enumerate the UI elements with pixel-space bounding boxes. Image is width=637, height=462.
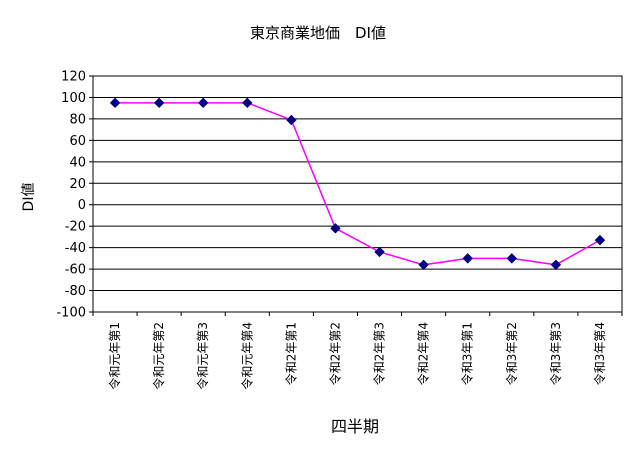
data-point [374, 246, 385, 258]
x-tick-label: 令和元年第1 [107, 322, 122, 390]
x-tick-label: 令和3年第3 [548, 322, 563, 385]
x-tick-label: 令和3年第2 [504, 322, 519, 385]
x-axis-label: 四半期 [331, 417, 379, 436]
data-point [286, 114, 297, 126]
data-point [594, 234, 606, 246]
y-tick-label: -20 [65, 220, 86, 235]
data-point [550, 259, 562, 271]
data-point [330, 223, 341, 234]
plot-area: 120 100 80 60 40 20 0 -20 -40 -60 -80 -100 令和元年第1 令和元… [56, 70, 623, 390]
y-tick-label: 120 [61, 70, 86, 85]
x-tick-label: 令和2年第1 [283, 322, 298, 385]
y-tick-label: -80 [65, 284, 86, 299]
y-tick-label: 80 [69, 112, 86, 127]
x-tick-label: 令和2年第4 [416, 322, 431, 385]
x-tick-label: 令和2年第3 [372, 322, 387, 385]
data-point [153, 97, 165, 109]
data-point [418, 259, 429, 271]
y-tick-label: -100 [56, 306, 86, 321]
y-tick-label: 100 [61, 91, 86, 106]
y-tick-label: 20 [69, 177, 86, 192]
x-tick-label: 令和元年第3 [195, 322, 210, 390]
chart-title: 東京商業地価 DI値 [250, 24, 386, 42]
x-tick-label: 令和3年第1 [460, 322, 475, 385]
x-tick-label: 令和2年第2 [327, 322, 342, 385]
x-tick-label: 令和元年第2 [151, 322, 166, 390]
data-point [198, 97, 209, 109]
y-tick-label: 0 [78, 198, 86, 213]
x-tick-label: 令和3年第4 [592, 322, 607, 385]
y-axis-label: DI値 [21, 183, 37, 212]
plot-frame [92, 75, 623, 313]
data-point [506, 253, 517, 264]
y-tick-label: 60 [69, 134, 86, 149]
y-tick-label: -60 [65, 263, 86, 278]
x-tick-label: 令和元年第4 [239, 322, 254, 390]
y-tick-label: -40 [65, 241, 86, 256]
y-tick-label: 40 [69, 155, 86, 170]
data-point [462, 253, 473, 264]
data-point [242, 97, 253, 109]
data-point [109, 97, 121, 109]
series-line [115, 102, 601, 266]
